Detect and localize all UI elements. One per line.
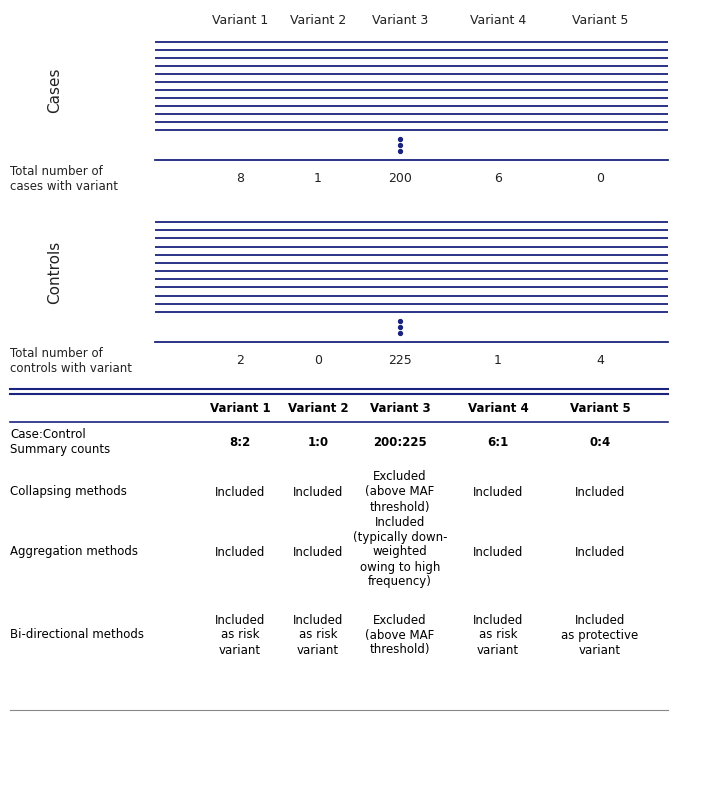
Text: Variant 3: Variant 3 xyxy=(370,402,430,416)
Text: 6: 6 xyxy=(494,172,502,186)
Text: Total number of
controls with variant: Total number of controls with variant xyxy=(10,347,132,375)
Text: Included: Included xyxy=(215,546,265,559)
Text: Total number of
cases with variant: Total number of cases with variant xyxy=(10,165,118,193)
Text: 8: 8 xyxy=(236,172,244,186)
Text: Variant 4: Variant 4 xyxy=(470,13,526,27)
Text: Variant 3: Variant 3 xyxy=(372,13,428,27)
Text: Included
as protective
variant: Included as protective variant xyxy=(561,614,638,656)
Text: Included: Included xyxy=(575,486,625,498)
Text: Variant 5: Variant 5 xyxy=(569,402,630,416)
Text: Variant 2: Variant 2 xyxy=(288,402,348,416)
Text: Included
as risk
variant: Included as risk variant xyxy=(215,614,265,656)
Text: Aggregation methods: Aggregation methods xyxy=(10,546,138,559)
Text: Included: Included xyxy=(293,546,343,559)
Text: 1: 1 xyxy=(314,172,322,186)
Text: Cases: Cases xyxy=(47,67,62,113)
Text: Collapsing methods: Collapsing methods xyxy=(10,486,127,498)
Text: Included
as risk
variant: Included as risk variant xyxy=(473,614,523,656)
Text: Variant 1: Variant 1 xyxy=(212,13,268,27)
Text: Bi-directional methods: Bi-directional methods xyxy=(10,629,144,641)
Text: Included: Included xyxy=(293,486,343,498)
Text: Variant 4: Variant 4 xyxy=(467,402,528,416)
Text: 1:0: 1:0 xyxy=(307,435,329,449)
Text: Controls: Controls xyxy=(47,240,62,303)
Text: 0:4: 0:4 xyxy=(589,435,610,449)
Text: 4: 4 xyxy=(596,355,604,367)
Text: Included
(typically down-
weighted
owing to high
frequency): Included (typically down- weighted owing… xyxy=(353,516,447,589)
Text: Included
as risk
variant: Included as risk variant xyxy=(293,614,343,656)
Text: Included: Included xyxy=(473,546,523,559)
Text: 0: 0 xyxy=(596,172,604,186)
Text: 1: 1 xyxy=(494,355,502,367)
Text: Variant 1: Variant 1 xyxy=(210,402,270,416)
Text: Excluded
(above MAF
threshold): Excluded (above MAF threshold) xyxy=(365,471,434,514)
Text: 200:225: 200:225 xyxy=(373,435,427,449)
Text: 8:2: 8:2 xyxy=(229,435,251,449)
Text: Included: Included xyxy=(575,546,625,559)
Text: Variant 2: Variant 2 xyxy=(290,13,346,27)
Text: Excluded
(above MAF
threshold): Excluded (above MAF threshold) xyxy=(365,614,434,656)
Text: Included: Included xyxy=(215,486,265,498)
Text: 225: 225 xyxy=(388,355,412,367)
Text: 6:1: 6:1 xyxy=(488,435,508,449)
Text: 200: 200 xyxy=(388,172,412,186)
Text: 0: 0 xyxy=(314,355,322,367)
Text: Variant 5: Variant 5 xyxy=(572,13,628,27)
Text: Case:Control
Summary counts: Case:Control Summary counts xyxy=(10,428,111,456)
Text: Included: Included xyxy=(473,486,523,498)
Text: 2: 2 xyxy=(236,355,244,367)
